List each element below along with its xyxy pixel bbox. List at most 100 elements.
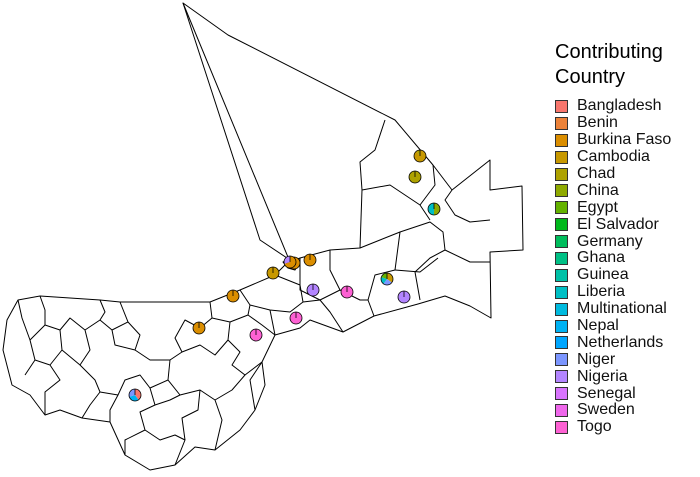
pie-marker bbox=[303, 253, 317, 267]
legend-swatch bbox=[555, 353, 568, 367]
legend-entry: Chad bbox=[555, 166, 671, 183]
legend-label: Ghana bbox=[577, 249, 626, 267]
region-boundary bbox=[419, 164, 436, 221]
pie-marker bbox=[266, 266, 280, 280]
legend-swatch bbox=[555, 201, 568, 215]
pie-marker bbox=[128, 388, 142, 402]
region-boundary bbox=[124, 387, 156, 455]
legend-label: Cambodia bbox=[577, 148, 650, 166]
region-boundary bbox=[444, 249, 490, 263]
legend-title: Contributing Country bbox=[555, 40, 671, 90]
pie-marker bbox=[306, 283, 320, 297]
region-boundary bbox=[167, 374, 246, 401]
legend-entry: Burkina Faso bbox=[555, 132, 671, 149]
legend-label: Niger bbox=[577, 350, 616, 368]
pie-marker bbox=[413, 149, 427, 163]
pie-marker bbox=[380, 272, 394, 286]
legend-entry: Multinational bbox=[555, 301, 671, 318]
region-boundary bbox=[182, 2, 291, 263]
pie-marker bbox=[427, 202, 441, 216]
pie-marker bbox=[397, 290, 411, 304]
legend-swatch bbox=[555, 184, 568, 198]
region-boundary bbox=[269, 309, 276, 336]
region-boundary bbox=[394, 257, 439, 273]
legend-label: Senegal bbox=[577, 384, 636, 402]
pie-marker bbox=[340, 285, 354, 299]
legend-label: Sweden bbox=[577, 401, 635, 419]
legend-label: Benin bbox=[577, 114, 618, 132]
pie-marker bbox=[192, 321, 206, 335]
legend-label: Bangladesh bbox=[577, 97, 662, 115]
region-boundary bbox=[359, 119, 386, 191]
legend-swatch bbox=[555, 370, 568, 384]
legend-swatch bbox=[555, 116, 568, 130]
legend-entry: Senegal bbox=[555, 385, 671, 402]
map-regions bbox=[2, 2, 524, 471]
region-boundary bbox=[34, 359, 51, 366]
legend-entry: Niger bbox=[555, 351, 671, 368]
legend-swatch bbox=[555, 268, 568, 282]
region-boundary bbox=[302, 299, 344, 333]
legend-entry: El Salvador bbox=[555, 216, 671, 233]
legend-entry: Liberia bbox=[555, 284, 671, 301]
region-boundary bbox=[181, 339, 229, 356]
region-boundary bbox=[444, 189, 491, 223]
legend-label: Netherlands bbox=[577, 333, 664, 351]
region-boundary bbox=[247, 304, 251, 316]
legend-entry: Egypt bbox=[555, 199, 671, 216]
region-boundary bbox=[154, 394, 181, 406]
legend-swatch bbox=[555, 302, 568, 316]
mali-map bbox=[2, 2, 524, 471]
pie-slice bbox=[284, 256, 290, 264]
legend-label: Nigeria bbox=[577, 367, 628, 385]
legend-entry: Nepal bbox=[555, 318, 671, 335]
region-boundary bbox=[24, 301, 129, 376]
legend-entry: Togo bbox=[555, 419, 671, 436]
pie-markers bbox=[128, 149, 441, 402]
region-boundary bbox=[17, 299, 31, 341]
legend-title-line1: Contributing bbox=[555, 41, 663, 63]
legend: Contributing Country Bangladesh Benin Burk… bbox=[555, 40, 671, 436]
legend-swatch bbox=[555, 403, 568, 417]
legend-label: Germany bbox=[577, 232, 643, 250]
region-boundary bbox=[227, 321, 263, 376]
legend-label: Togo bbox=[577, 418, 612, 436]
legend-label: Multinational bbox=[577, 300, 667, 318]
legend-swatch bbox=[555, 319, 568, 333]
region-boundary bbox=[44, 329, 63, 415]
region-boundary bbox=[99, 299, 106, 321]
pie-marker bbox=[283, 255, 297, 269]
legend-label: Burkina Faso bbox=[577, 131, 672, 149]
legend-label: Egypt bbox=[577, 198, 618, 216]
legend-swatch bbox=[555, 251, 568, 265]
legend-label: Nepal bbox=[577, 317, 619, 335]
region-boundary bbox=[174, 389, 201, 466]
pie-marker bbox=[408, 170, 422, 184]
legend-entry: Sweden bbox=[555, 402, 671, 419]
legend-entry: Benin bbox=[555, 115, 671, 132]
legend-label: El Salvador bbox=[577, 215, 659, 233]
legend-swatch bbox=[555, 387, 568, 401]
legend-swatch bbox=[555, 336, 568, 350]
legend-swatch bbox=[555, 150, 568, 164]
region-boundary bbox=[39, 295, 46, 325]
legend-entry: Nigeria bbox=[555, 368, 671, 385]
legend-swatch bbox=[555, 133, 568, 147]
legend-swatch bbox=[555, 285, 568, 299]
region-boundary bbox=[111, 329, 136, 351]
legend-label: Chad bbox=[577, 165, 616, 182]
pie-slice bbox=[383, 279, 392, 286]
region-boundary bbox=[144, 429, 186, 441]
region-boundary bbox=[359, 184, 421, 249]
region-boundary bbox=[79, 329, 101, 419]
legend-swatch bbox=[555, 167, 568, 181]
pie-slice bbox=[135, 389, 141, 400]
pie-slice bbox=[428, 203, 434, 215]
region-boundary bbox=[214, 399, 223, 451]
legend-entry: Ghana bbox=[555, 250, 671, 267]
pie-slice bbox=[416, 150, 420, 156]
pie-slice bbox=[381, 273, 387, 279]
legend-label: Guinea bbox=[577, 266, 629, 284]
legend-entry: Guinea bbox=[555, 267, 671, 284]
legend-swatch bbox=[555, 235, 568, 249]
